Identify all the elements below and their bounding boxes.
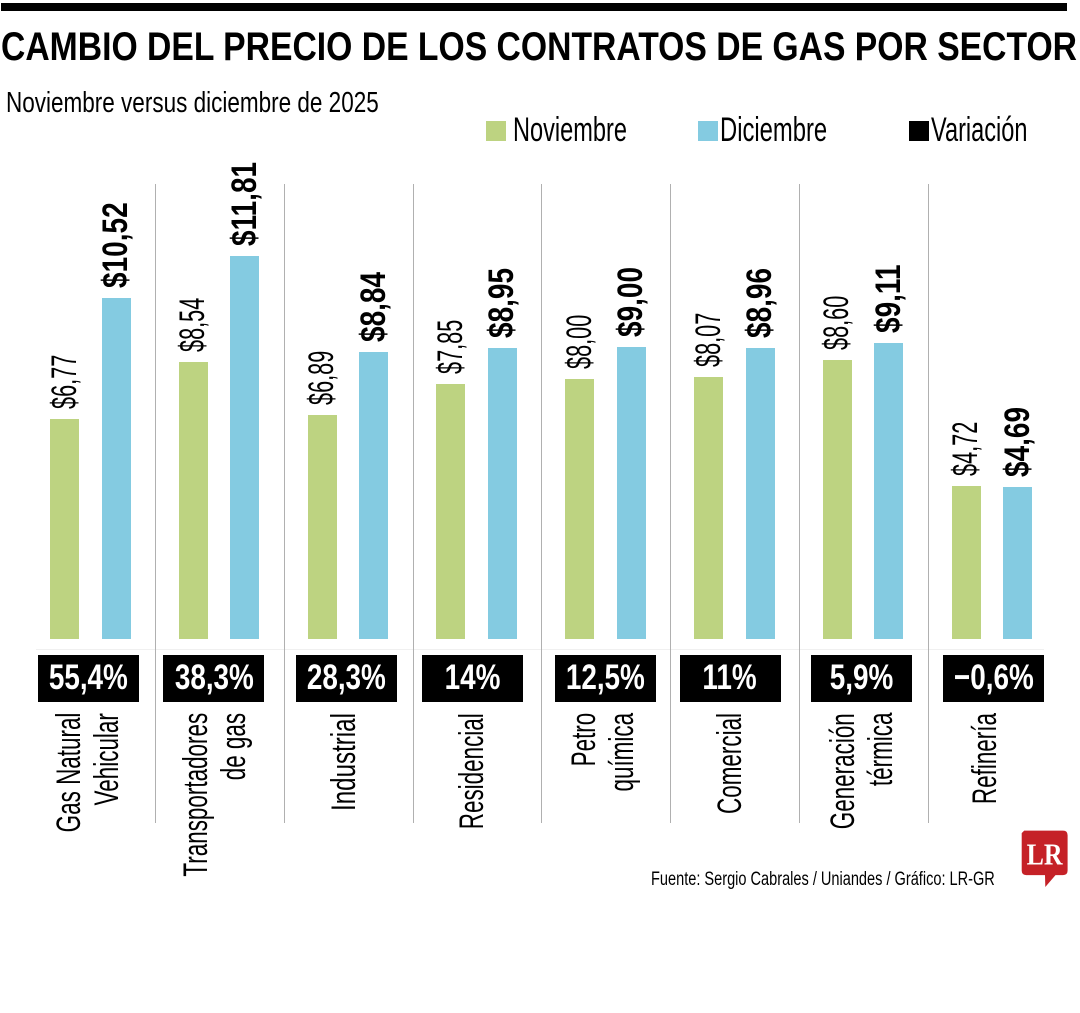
svg-text:LR: LR bbox=[1027, 837, 1064, 872]
